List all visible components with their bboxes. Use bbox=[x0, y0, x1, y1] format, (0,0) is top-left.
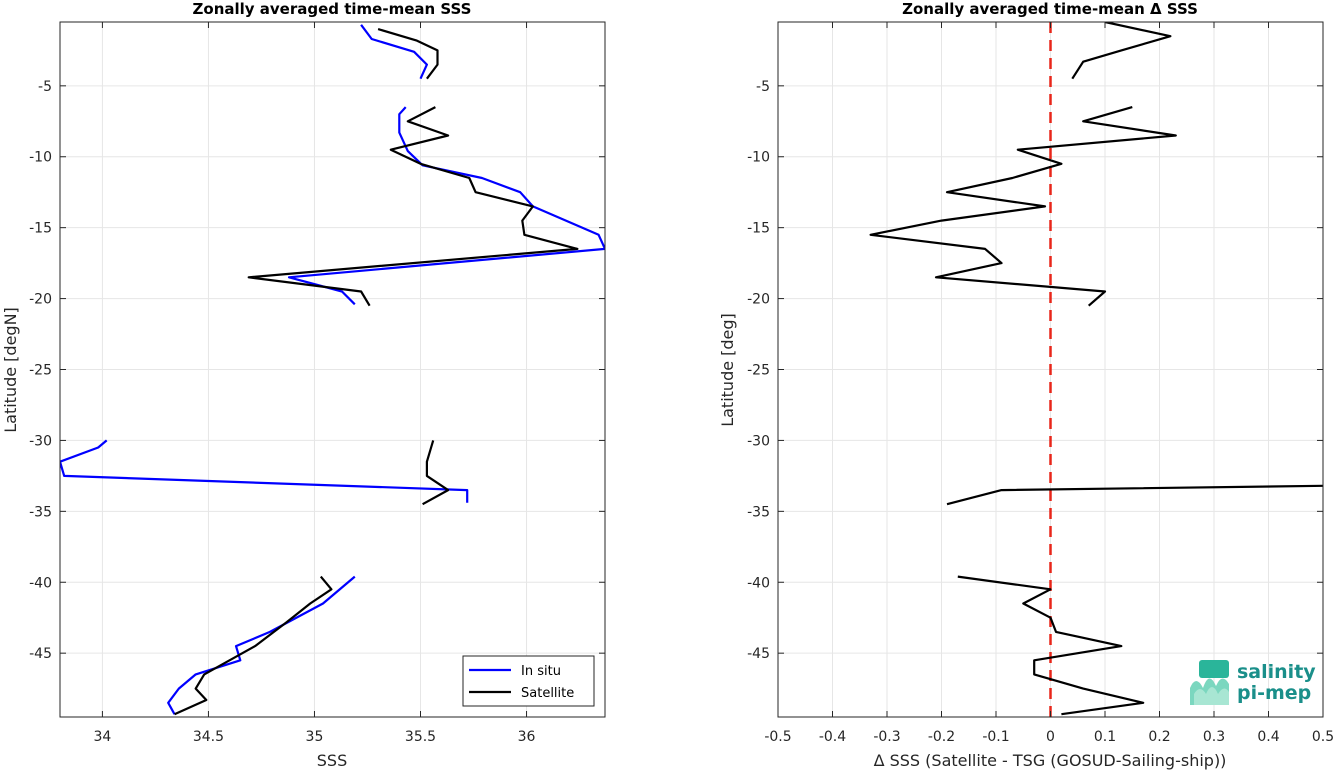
delta-sss-x-tick-label: -0.2 bbox=[928, 729, 955, 745]
sss-x-axis-label: SSS bbox=[317, 751, 347, 770]
sss-legend-label: Satellite bbox=[521, 686, 574, 701]
sss-in-situ-line bbox=[287, 106, 605, 306]
delta-sss-panel: Zonally averaged time-mean Δ SSS Δ SSS (… bbox=[718, 0, 1334, 770]
delta-sss-x-tick-label: 0.1 bbox=[1094, 729, 1116, 745]
logo-text-line2: pi-mep bbox=[1237, 682, 1311, 704]
sss-y-tick-label: -5 bbox=[38, 79, 52, 95]
delta-sss-series-0-line bbox=[1071, 22, 1172, 80]
delta-sss-series-0-line bbox=[946, 484, 1323, 506]
sss-x-tick-label: 35.5 bbox=[405, 729, 436, 745]
sss-y-tick-label: -25 bbox=[29, 363, 52, 379]
delta-sss-y-tick-label: -5 bbox=[756, 79, 770, 95]
delta-sss-x-tick-label: 0.3 bbox=[1203, 729, 1225, 745]
sss-y-tick-label: -40 bbox=[29, 575, 52, 591]
delta-sss-x-tick-label: 0.4 bbox=[1257, 729, 1279, 745]
sss-satellite-line bbox=[377, 28, 439, 80]
delta-sss-y-axis-label: Latitude [deg] bbox=[718, 313, 737, 427]
sss-y-tick-label: -15 bbox=[29, 221, 52, 237]
sss-x-tick-label: 35 bbox=[306, 729, 324, 745]
delta-sss-x-tick-label: 0.5 bbox=[1312, 729, 1334, 745]
sss-x-tick-label: 34.5 bbox=[193, 729, 224, 745]
logo-wave-icon bbox=[1190, 660, 1229, 705]
sss-x-tick-label: 36 bbox=[518, 729, 536, 745]
delta-sss-x-tick-label: -0.1 bbox=[982, 729, 1009, 745]
sss-y-tick-label: -20 bbox=[29, 292, 52, 308]
delta-sss-chart-title: Zonally averaged time-mean Δ SSS bbox=[902, 0, 1198, 18]
delta-sss-series-0-line bbox=[869, 106, 1177, 307]
sss-chart-title: Zonally averaged time-mean SSS bbox=[193, 0, 472, 18]
delta-sss-series-0-line bbox=[957, 575, 1145, 716]
sss-y-tick-label: -45 bbox=[29, 646, 52, 662]
sss-panel: Zonally averaged time-mean SSS SSS Latit… bbox=[1, 0, 606, 770]
sss-y-tick-label: -35 bbox=[29, 504, 52, 520]
delta-sss-y-tick-label: -30 bbox=[747, 433, 770, 449]
delta-sss-x-tick-label: -0.4 bbox=[819, 729, 846, 745]
delta-sss-x-tick-label: -0.5 bbox=[764, 729, 791, 745]
delta-sss-y-tick-label: -45 bbox=[747, 646, 770, 662]
delta-sss-y-tick-label: -35 bbox=[747, 504, 770, 520]
delta-sss-y-tick-label: -20 bbox=[747, 292, 770, 308]
sss-in-situ-line bbox=[360, 24, 428, 80]
sss-data-group bbox=[60, 24, 605, 716]
delta-sss-y-tick-label: -40 bbox=[747, 575, 770, 591]
sss-y-axis-label: Latitude [degN] bbox=[1, 307, 20, 433]
sss-satellite-line bbox=[247, 106, 579, 307]
sss-legend-label: In situ bbox=[521, 664, 561, 679]
sss-x-tick-label: 34 bbox=[93, 729, 111, 745]
delta-sss-x-axis-label: Δ SSS (Satellite - TSG (GOSUD-Sailing-sh… bbox=[874, 751, 1227, 770]
delta-sss-y-tick-label: -15 bbox=[747, 221, 770, 237]
delta-sss-data-group bbox=[869, 22, 1323, 716]
delta-sss-y-tick-label: -10 bbox=[747, 150, 770, 166]
delta-sss-x-tick-label: -0.3 bbox=[873, 729, 900, 745]
sss-in-situ-line bbox=[60, 439, 469, 503]
delta-sss-y-tick-label: -25 bbox=[747, 363, 770, 379]
delta-sss-x-tick-label: 0.2 bbox=[1148, 729, 1170, 745]
logo-text-line1: salinity bbox=[1237, 661, 1316, 683]
sss-satellite-line bbox=[174, 575, 333, 716]
sss-y-tick-label: -10 bbox=[29, 150, 52, 166]
sss-legend-box bbox=[462, 655, 595, 707]
sss-y-tick-label: -30 bbox=[29, 433, 52, 449]
sss-satellite-line bbox=[422, 440, 450, 506]
salinity-pi-mep-logo: salinity pi-mep bbox=[1190, 660, 1316, 705]
sss-in-situ-line bbox=[167, 575, 356, 715]
delta-sss-x-tick-label: 0 bbox=[1046, 729, 1055, 745]
sss-legend: In situ Satellite bbox=[462, 655, 595, 707]
